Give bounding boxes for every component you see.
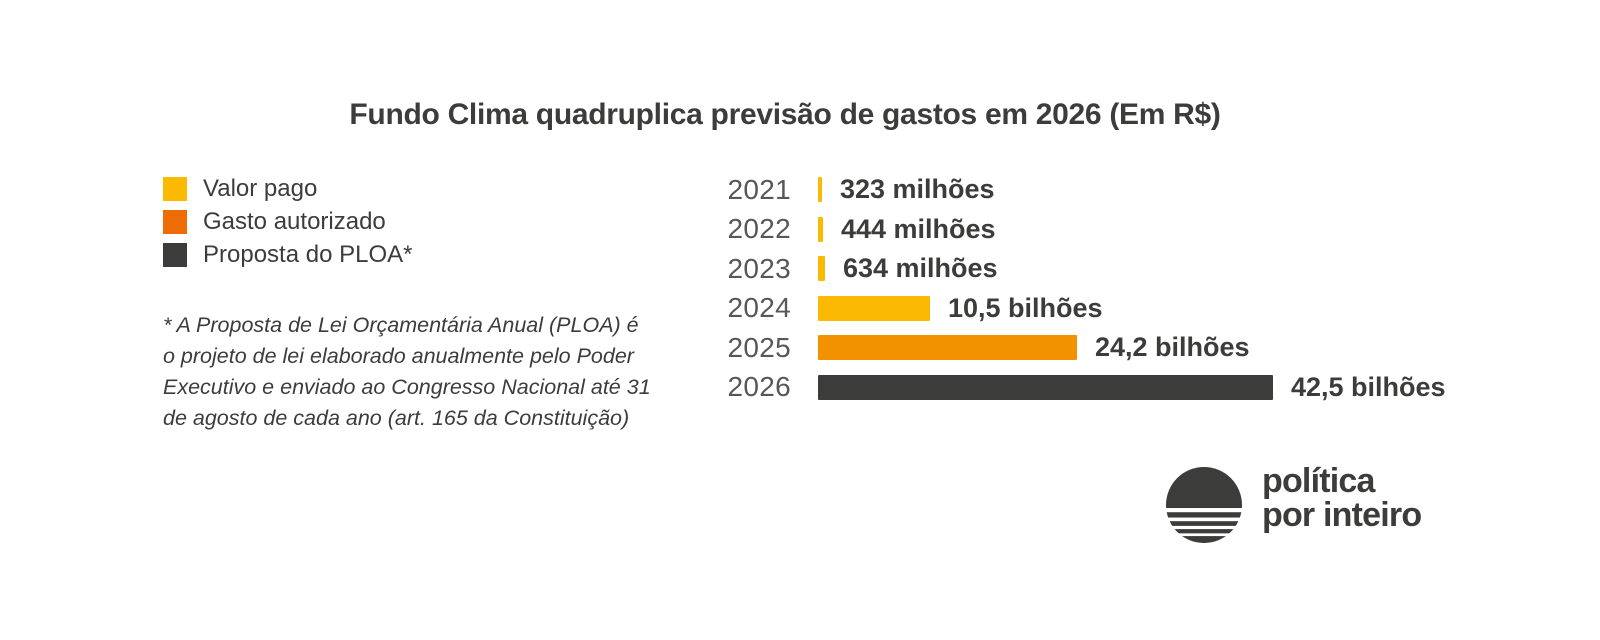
legend-label-proposta-ploa: Proposta do PLOA* [203,240,413,268]
bar-chart: 2021 323 milhões 2022 444 milhões 2023 6… [695,170,1446,407]
legend-item-proposta-ploa: Proposta do PLOA* [163,238,412,271]
bar-2021 [818,177,822,203]
legend: Valor pago Gasto autorizado Proposta do … [163,172,412,271]
brand-wordmark-line2: por inteiro [1262,496,1422,534]
bar-area: 42,5 bilhões [818,372,1446,403]
category-label-2022: 2022 [727,213,791,245]
bar-area: 444 milhões [818,214,996,245]
chart-row-2024: 2024 10,5 bilhões [695,289,1446,329]
footnote-line: o projeto de lei elaborado anualmente pe… [163,344,634,368]
brand-wordmark-line1: política [1262,462,1375,500]
bar-2024 [818,295,930,321]
brand-logo: política por inteiro [1166,462,1422,543]
bar-2026 [818,374,1273,400]
category-label-2025: 2025 [727,331,791,363]
footnote-line: Executivo e enviado ao Congresso Naciona… [163,375,651,399]
footnote: * A Proposta de Lei Orçamentária Anual (… [163,310,651,434]
category-label-2021: 2021 [727,173,791,205]
chart-title: Fundo Clima quadruplica previsão de gast… [349,98,1221,131]
legend-label-valor-pago: Valor pago [203,174,318,202]
bar-area: 10,5 bilhões [818,293,1103,324]
legend-swatch-valor-pago [163,176,187,201]
value-label-2022: 444 milhões [841,213,996,244]
bar-2025 [818,335,1077,361]
value-label-2021: 323 milhões [840,174,995,205]
value-label-2025: 24,2 bilhões [1095,332,1250,363]
bar-2022 [818,216,823,242]
legend-swatch-gasto-autorizado [163,209,187,234]
chart-row-2023: 2023 634 milhões [695,249,1446,289]
value-label-2023: 634 milhões [843,253,998,284]
footnote-line: de agosto de cada ano (art. 165 da Const… [163,406,630,430]
value-label-2026: 42,5 bilhões [1291,371,1446,402]
legend-item-gasto-autorizado: Gasto autorizado [163,205,412,238]
chart-row-2026: 2026 42,5 bilhões [695,368,1446,408]
chart-row-2021: 2021 323 milhões [695,170,1446,210]
brand-wordmark: política por inteiro [1262,462,1422,534]
chart-row-2022: 2022 444 milhões [695,210,1446,250]
legend-swatch-proposta-ploa [163,242,187,267]
category-label-2024: 2024 [727,292,791,324]
value-label-2024: 10,5 bilhões [948,292,1103,323]
category-label-2026: 2026 [727,371,791,403]
bar-area: 24,2 bilhões [818,332,1250,363]
bar-2023 [818,256,825,282]
legend-label-gasto-autorizado: Gasto autorizado [203,207,386,235]
legend-item-valor-pago: Valor pago [163,172,412,205]
footnote-line: * A Proposta de Lei Orçamentária Anual (… [163,313,639,337]
category-label-2023: 2023 [727,252,791,284]
bar-area: 634 milhões [818,253,998,284]
chart-row-2025: 2025 24,2 bilhões [695,328,1446,368]
bar-area: 323 milhões [818,174,995,205]
sunset-logo-icon [1166,467,1242,543]
